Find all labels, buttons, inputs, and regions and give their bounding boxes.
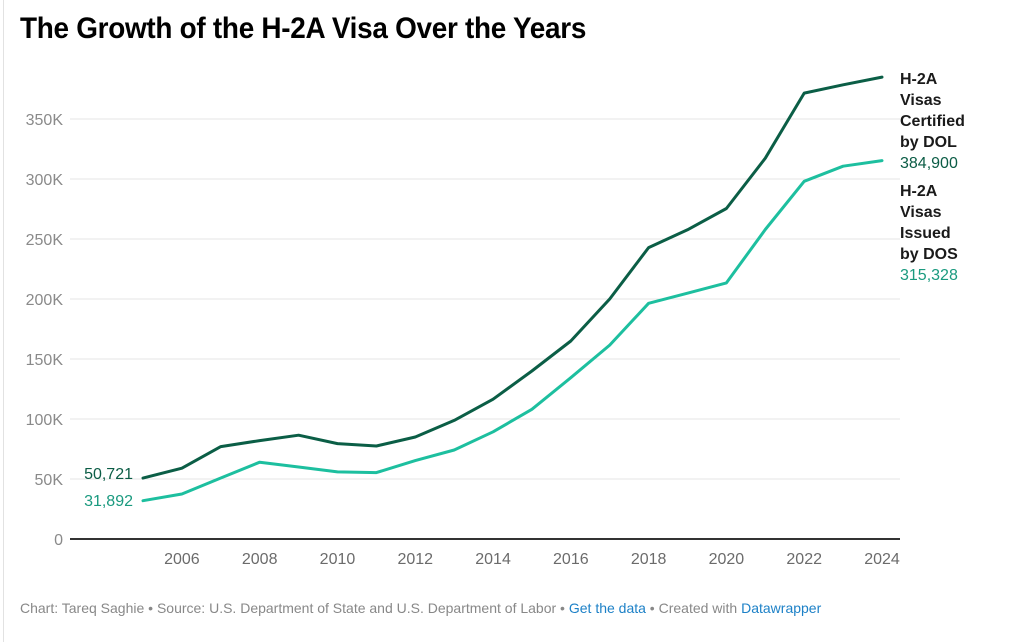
y-tick-label: 150K bbox=[26, 352, 64, 369]
x-tick-label: 2006 bbox=[164, 551, 200, 568]
source-note: Source: U.S. Department of State and U.S… bbox=[156, 600, 557, 616]
datawrapper-link[interactable]: Datawrapper bbox=[741, 600, 822, 616]
y-tick-label: 350K bbox=[26, 112, 64, 129]
x-axis-ticks: 2006 2008 2010 2012 2014 2016 2018 2020 2022 2024 bbox=[164, 551, 900, 568]
x-tick-label: 2024 bbox=[864, 551, 900, 568]
series-lines bbox=[141, 75, 884, 503]
x-tick-label: 2008 bbox=[242, 551, 278, 568]
y-tick-label: 200K bbox=[26, 292, 64, 309]
separator: • bbox=[556, 600, 569, 616]
x-tick-label: 2022 bbox=[786, 551, 822, 568]
x-tick-label: 2016 bbox=[553, 551, 589, 568]
end-value-label: 315,328 bbox=[900, 267, 958, 284]
start-value-label: 50,721 bbox=[84, 466, 133, 483]
frame-border bbox=[3, 0, 4, 642]
series-line-dos-issued bbox=[141, 159, 884, 503]
start-value-label: 31,892 bbox=[84, 493, 133, 510]
y-tick-label: 300K bbox=[26, 172, 64, 189]
y-tick-label: 50K bbox=[35, 472, 64, 489]
y-axis-ticks: 0 50K 100K 150K 200K 250K 300K 350K bbox=[26, 112, 64, 549]
x-tick-label: 2020 bbox=[709, 551, 745, 568]
x-tick-label: 2018 bbox=[631, 551, 667, 568]
y-tick-label: 250K bbox=[26, 232, 64, 249]
series-name-label: Issued bbox=[900, 225, 951, 242]
footer: Chart: Tareq Saghie • Source: U.S. Depar… bbox=[20, 600, 821, 616]
series-name-label: H-2A bbox=[900, 71, 938, 88]
series-name-label: Certified bbox=[900, 113, 965, 130]
series-name-label: H-2A bbox=[900, 183, 938, 200]
separator: • bbox=[144, 600, 157, 616]
separator: • bbox=[645, 600, 659, 616]
series-labels: 50,721 31,892 H-2A Visas Certified by DOL 384,… bbox=[84, 71, 965, 510]
series-name-label: Visas bbox=[900, 92, 942, 109]
end-value-label: 384,900 bbox=[900, 155, 958, 172]
y-tick-label: 100K bbox=[26, 412, 64, 429]
series-line-dol-certified bbox=[141, 75, 884, 480]
x-tick-label: 2014 bbox=[475, 551, 511, 568]
gridlines bbox=[70, 118, 900, 540]
chart-title: The Growth of the H-2A Visa Over the Yea… bbox=[20, 12, 587, 45]
y-tick-label: 0 bbox=[54, 532, 63, 549]
series-name-label: Visas bbox=[900, 204, 942, 221]
series-name-label: by DOS bbox=[900, 246, 958, 263]
series-name-label: by DOL bbox=[900, 134, 957, 151]
get-the-data-link[interactable]: Get the data bbox=[568, 600, 646, 616]
chart-credit: Chart: Tareq Saghie bbox=[20, 600, 145, 616]
x-tick-label: 2010 bbox=[320, 551, 356, 568]
created-with-text: Created with bbox=[658, 600, 742, 616]
x-tick-label: 2012 bbox=[397, 551, 433, 568]
